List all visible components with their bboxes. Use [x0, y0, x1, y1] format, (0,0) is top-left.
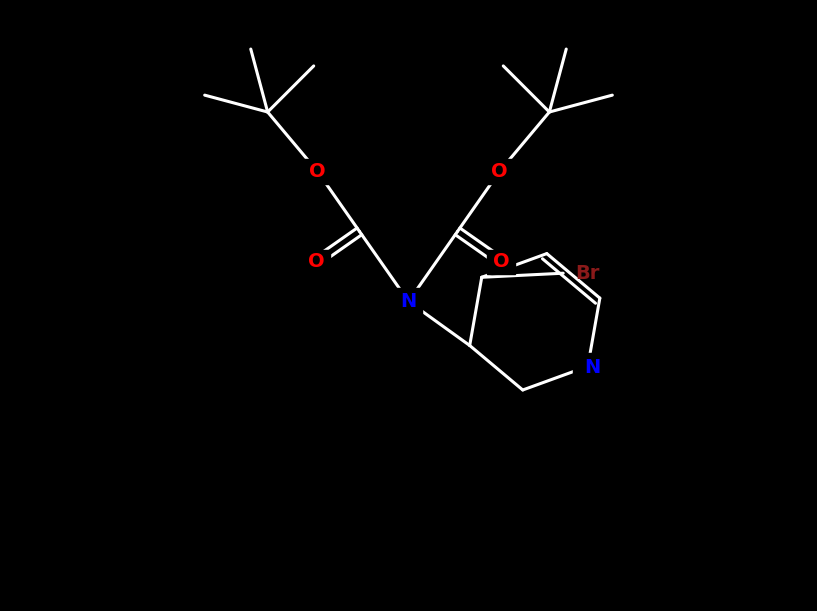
Text: O: O	[309, 162, 326, 181]
Bar	[395, 288, 422, 315]
Text: N: N	[400, 292, 417, 311]
Text: O: O	[491, 162, 508, 181]
Text: N: N	[584, 359, 600, 378]
Text: O: O	[308, 252, 324, 271]
Text: Br: Br	[575, 264, 600, 283]
Bar	[574, 353, 602, 379]
Bar	[486, 159, 513, 183]
Bar	[304, 159, 331, 183]
Bar	[302, 249, 330, 274]
Bar	[487, 249, 515, 274]
Text: O: O	[493, 252, 509, 271]
